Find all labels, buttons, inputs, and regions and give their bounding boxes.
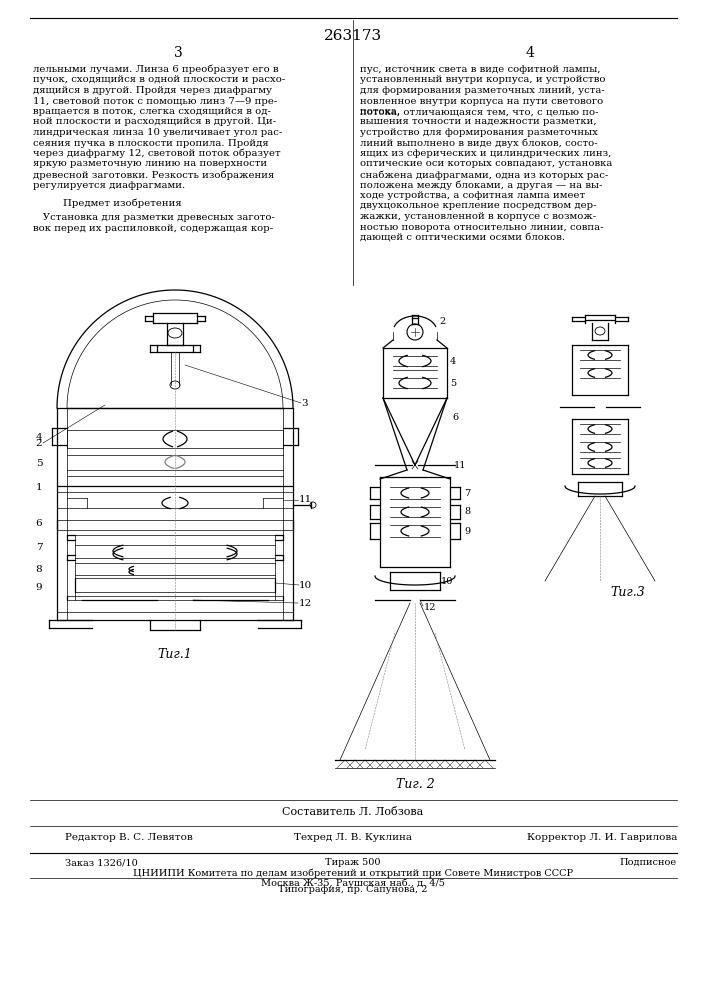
Text: потока, отличающаяся тем, что, с целью по-: потока, отличающаяся тем, что, с целью п… bbox=[360, 107, 599, 116]
Text: 8: 8 bbox=[464, 508, 470, 516]
Text: Подписное: Подписное bbox=[620, 858, 677, 867]
Text: сеяния пучка в плоскости пропила. Пройдя: сеяния пучка в плоскости пропила. Пройдя bbox=[33, 138, 269, 147]
Text: вращается в поток, слегка сходящийся в од-: вращается в поток, слегка сходящийся в о… bbox=[33, 107, 271, 116]
Text: вышения точности и надежности разметки,: вышения точности и надежности разметки, bbox=[360, 117, 597, 126]
Text: Составитель Л. Лобзова: Составитель Л. Лобзова bbox=[282, 807, 423, 817]
Text: 10: 10 bbox=[298, 580, 312, 589]
Text: положена между блоками, а другая — на вы-: положена между блоками, а другая — на вы… bbox=[360, 180, 602, 190]
Text: 1: 1 bbox=[35, 484, 42, 492]
Text: двухцокольное крепление посредством дер-: двухцокольное крепление посредством дер- bbox=[360, 202, 597, 211]
Text: 3: 3 bbox=[174, 46, 182, 60]
Text: 12: 12 bbox=[423, 603, 436, 612]
Text: ной плоскости и расходящийся в другой. Ци-: ной плоскости и расходящийся в другой. Ц… bbox=[33, 117, 276, 126]
Text: 2: 2 bbox=[440, 318, 446, 326]
Text: пучок, сходящийся в одной плоскости и расхо-: пучок, сходящийся в одной плоскости и ра… bbox=[33, 76, 285, 85]
Text: для формирования разметочных линий, уста-: для формирования разметочных линий, уста… bbox=[360, 86, 604, 95]
Text: линдрическая линза 10 увеличивает угол рас-: линдрическая линза 10 увеличивает угол р… bbox=[33, 128, 282, 137]
Text: Типография, пр. Сапунова, 2: Типография, пр. Сапунова, 2 bbox=[279, 885, 428, 894]
Text: яркую разметочную линию на поверхности: яркую разметочную линию на поверхности bbox=[33, 159, 267, 168]
Text: 10: 10 bbox=[440, 576, 453, 585]
Text: 11, световой поток с помощью линз 7—9 пре-: 11, световой поток с помощью линз 7—9 пр… bbox=[33, 97, 277, 105]
Text: снабжена диафрагмами, одна из которых рас-: снабжена диафрагмами, одна из которых ра… bbox=[360, 170, 608, 180]
Text: Установка для разметки древесных загото-: Установка для разметки древесных загото- bbox=[33, 214, 275, 223]
Text: 11: 11 bbox=[454, 460, 466, 470]
Text: Заказ 1326/10: Заказ 1326/10 bbox=[65, 858, 138, 867]
Text: 4: 4 bbox=[525, 46, 534, 60]
Text: 6: 6 bbox=[35, 520, 42, 528]
Text: Τиг.3: Τиг.3 bbox=[610, 586, 645, 599]
Text: Тираж 500: Тираж 500 bbox=[325, 858, 381, 867]
Text: Техред Л. В. Куклина: Техред Л. В. Куклина bbox=[294, 833, 412, 842]
Text: 4: 4 bbox=[450, 357, 456, 365]
Text: лельными лучами. Линза 6 преобразует его в: лельными лучами. Линза 6 преобразует его… bbox=[33, 65, 279, 75]
Text: 4: 4 bbox=[35, 432, 42, 442]
Text: 9: 9 bbox=[35, 584, 42, 592]
Text: Редактор В. С. Левятов: Редактор В. С. Левятов bbox=[65, 833, 193, 842]
Text: Предмет изобретения: Предмет изобретения bbox=[63, 199, 182, 209]
Text: ностью поворота относительно линии, совпа-: ностью поворота относительно линии, совп… bbox=[360, 223, 604, 232]
Text: 7: 7 bbox=[35, 544, 42, 552]
Text: 5: 5 bbox=[35, 460, 42, 468]
Text: установленный внутри корпуса, и устройство: установленный внутри корпуса, и устройст… bbox=[360, 76, 605, 85]
Text: вок перед их распиловкой, содержащая кор-: вок перед их распиловкой, содержащая кор… bbox=[33, 224, 273, 233]
Text: Τиг. 2: Τиг. 2 bbox=[396, 778, 434, 791]
Text: Τиг.1: Τиг.1 bbox=[158, 648, 192, 661]
Text: Корректор Л. И. Гаврилова: Корректор Л. И. Гаврилова bbox=[527, 833, 677, 842]
Text: ящих из сферических и цилиндрических линз,: ящих из сферических и цилиндрических лин… bbox=[360, 149, 612, 158]
Text: 11: 11 bbox=[298, 495, 312, 504]
Text: 9: 9 bbox=[464, 526, 470, 536]
Text: ходе устройства, а софитная лампа имеет: ходе устройства, а софитная лампа имеет bbox=[360, 191, 585, 200]
Text: линий выполнено в виде двух блоков, состо-: линий выполнено в виде двух блоков, сост… bbox=[360, 138, 597, 148]
Text: древесной заготовки. Резкость изображения: древесной заготовки. Резкость изображени… bbox=[33, 170, 274, 180]
Text: оптические оси которых совпадают, установка: оптические оси которых совпадают, устано… bbox=[360, 159, 612, 168]
Text: 12: 12 bbox=[298, 598, 312, 607]
Text: 8: 8 bbox=[35, 564, 42, 574]
Text: дающей с оптическими осями блоков.: дающей с оптическими осями блоков. bbox=[360, 233, 565, 242]
Text: 7: 7 bbox=[464, 488, 470, 497]
Text: устройство для формирования разметочных: устройство для формирования разметочных bbox=[360, 128, 598, 137]
Text: дящийся в другой. Пройдя через диафрагму: дящийся в другой. Пройдя через диафрагму bbox=[33, 86, 272, 95]
Text: потока,: потока, bbox=[360, 107, 404, 116]
Text: 3: 3 bbox=[302, 398, 308, 408]
Text: 263173: 263173 bbox=[324, 29, 382, 43]
Text: ЦНИИПИ Комитета по делам изобретений и открытий при Совете Министров СССР: ЦНИИПИ Комитета по делам изобретений и о… bbox=[133, 868, 573, 878]
Text: через диафрагму 12, световой поток образует: через диафрагму 12, световой поток образ… bbox=[33, 149, 281, 158]
Text: пус, источник света в виде софитной лампы,: пус, источник света в виде софитной ламп… bbox=[360, 65, 600, 74]
Text: 6: 6 bbox=[452, 414, 458, 422]
Text: 5: 5 bbox=[450, 378, 456, 387]
Text: Москва Ж-35, Раушская наб., д. 4/5: Москва Ж-35, Раушская наб., д. 4/5 bbox=[261, 878, 445, 888]
Text: регулируется диафрагмами.: регулируется диафрагмами. bbox=[33, 180, 185, 190]
Text: жажки, установленной в корпусе с возмож-: жажки, установленной в корпусе с возмож- bbox=[360, 212, 596, 221]
Text: 2: 2 bbox=[35, 438, 42, 448]
Text: новленное внутри корпуса на пути светового: новленное внутри корпуса на пути светово… bbox=[360, 97, 603, 105]
